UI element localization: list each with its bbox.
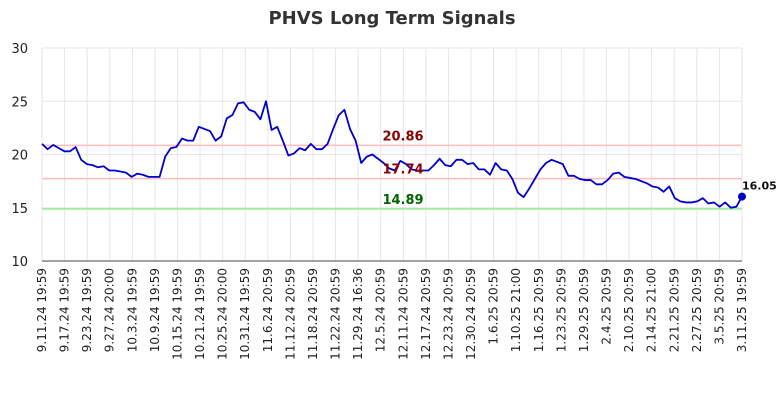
x-tick-label: 11.18.24 20:59 xyxy=(306,268,320,360)
y-tick-label: 10 xyxy=(11,255,28,270)
y-tick-label: 30 xyxy=(11,42,28,57)
last-value-label: 16.05 xyxy=(742,180,777,193)
y-tick-label: 25 xyxy=(11,95,28,110)
x-tick-label: 10.3.24 19:59 xyxy=(125,268,139,352)
x-tick-label: 2.14.25 21:00 xyxy=(645,268,659,352)
x-tick-label: 1.29.25 20:59 xyxy=(577,268,591,352)
x-tick-label: 1.16.25 20:59 xyxy=(532,268,546,352)
x-tick-label: 12.11.24 20:59 xyxy=(396,268,410,360)
chart-title: PHVS Long Term Signals xyxy=(268,8,516,29)
x-tick-label: 12.30.24 20:59 xyxy=(464,268,478,360)
x-axis-ticks: 9.11.24 19:59 9.17.24 19:59 9.23.24 19:59 9… xyxy=(35,268,749,360)
x-tick-label: 2.4.25 20:59 xyxy=(600,268,614,345)
x-tick-label: 10.25.24 20:00 xyxy=(216,268,230,360)
reference-line-label: 14.89 xyxy=(382,193,423,208)
x-tick-label: 1.6.25 20:59 xyxy=(487,268,501,345)
y-tick-label: 20 xyxy=(11,149,28,164)
x-tick-label: 9.23.24 19:59 xyxy=(80,268,94,352)
x-tick-label: 11.22.24 20:59 xyxy=(329,268,343,360)
x-tick-label: 11.6.24 20:59 xyxy=(261,268,275,352)
reference-line-label: 17.74 xyxy=(382,163,423,178)
reference-line-label: 20.86 xyxy=(382,129,423,144)
grid-lines xyxy=(41,47,743,262)
x-tick-label: 9.11.24 19:59 xyxy=(35,268,49,352)
reference-lines xyxy=(42,144,742,210)
x-tick-label: 1.23.25 20:59 xyxy=(554,268,568,352)
x-tick-label: 9.17.24 19:59 xyxy=(58,268,72,352)
last-point-marker xyxy=(738,192,746,201)
x-tick-label: 10.21.24 19:59 xyxy=(193,268,207,360)
x-tick-label: 1.10.25 21:00 xyxy=(509,268,523,352)
x-tick-label: 10.15.24 19:59 xyxy=(170,268,184,360)
y-tick-label: 15 xyxy=(11,202,28,217)
x-tick-label: 12.5.24 20:59 xyxy=(374,268,388,352)
x-tick-label: 3.11.25 19:59 xyxy=(735,268,749,352)
series-layer xyxy=(41,100,746,209)
x-tick-label: 3.5.25 20:59 xyxy=(712,268,726,345)
x-tick-label: 11.12.24 20:59 xyxy=(283,268,297,360)
x-tick-label: 11.29.24 16:36 xyxy=(351,268,365,360)
x-tick-label: 2.10.25 20:59 xyxy=(622,268,636,352)
series-line xyxy=(41,100,743,209)
x-tick-label: 10.9.24 19:59 xyxy=(148,268,162,352)
y-axis-ticks: 10 15 20 25 30 xyxy=(11,42,28,270)
x-tick-label: 9.27.24 20:00 xyxy=(103,268,117,352)
x-tick-label: 12.17.24 20:59 xyxy=(419,268,433,360)
x-tick-label: 12.23.24 20:59 xyxy=(441,268,455,360)
x-tick-label: 2.27.25 20:59 xyxy=(690,268,704,352)
annotations: 20.86 17.74 14.89 16.05 xyxy=(382,129,776,208)
x-tick-label: 10.31.24 19:59 xyxy=(238,268,252,360)
x-tick-label: 2.21.25 20:59 xyxy=(667,268,681,352)
